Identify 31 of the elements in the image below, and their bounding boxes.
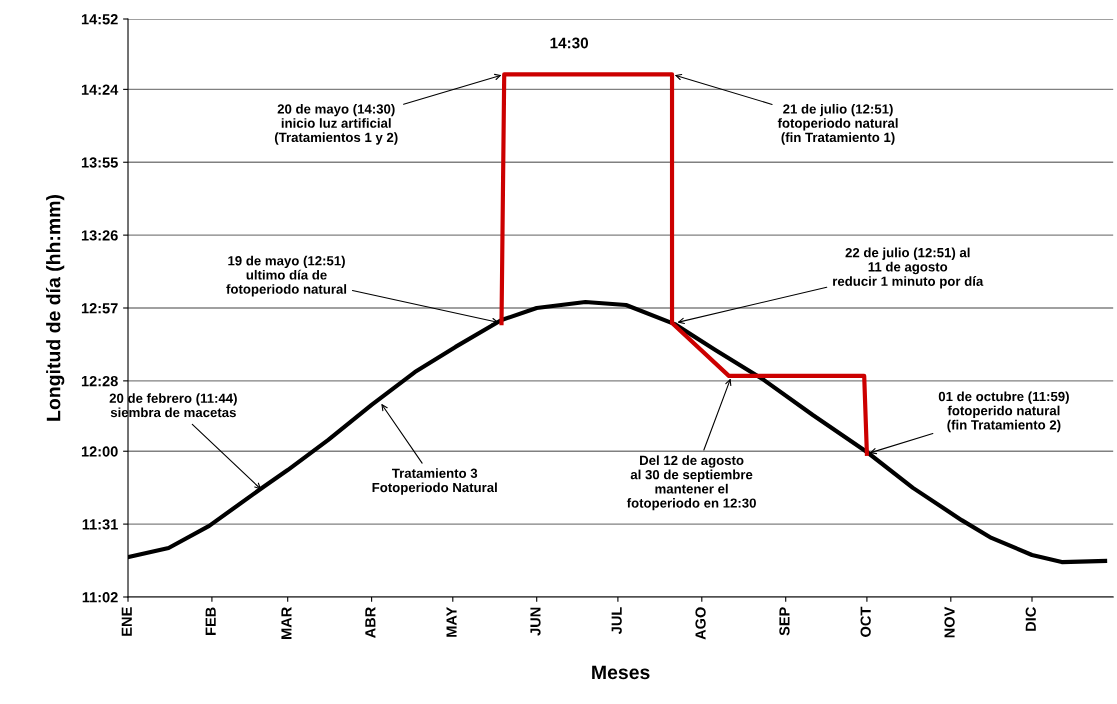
y-tick-label: 13:55 (81, 157, 118, 168)
annotation: 21 de julio (12:51) fotoperiodo natural (fin Tratamiento 1) (777, 103, 898, 145)
annotation: Tratamiento 3 Fotoperiodo Natural (372, 468, 497, 495)
y-tick-label: 11:02 (82, 592, 118, 603)
x-tick-label: AGO (695, 607, 706, 640)
annotation: 20 de mayo (14:30) inicio luz artificial (Tratamientos 1 y 2) (274, 103, 398, 145)
annotation: 14:30 (550, 37, 589, 49)
y-tick-label: 11:31 (82, 519, 118, 530)
x-tick-label: DIC (1025, 607, 1036, 631)
annotation: 19 de mayo (12:51) ultimo día de fotoperiodo natural (226, 255, 347, 297)
x-tick-label: OCT (860, 606, 871, 637)
y-tick-label: 14:52 (81, 14, 118, 25)
x-tick-label: NOV (944, 606, 955, 638)
annotation: Del 12 de agosto al 30 de septiembre mantener el fotoperiodo en 12:30 (626, 455, 756, 511)
x-tick-label: JUN (530, 607, 541, 636)
x-tick-label: MAR (281, 607, 292, 639)
x-tick-label: ABR (365, 607, 376, 638)
y-tick-label: 12:28 (81, 375, 118, 387)
y-tick-label: 14:24 (81, 84, 119, 95)
y-axis-title: Longitud de día (hh:mm) (45, 195, 65, 421)
x-tick-label: JUL (611, 607, 622, 635)
annotation: 01 de octubre (11:59) fotoperido natural (fin Tratamiento 2) (938, 391, 1069, 433)
x-tick-label: MAY (446, 606, 457, 637)
annotation: 22 de julio (12:51) al 11 de agosto reducir 1 minuto por día (833, 247, 984, 289)
x-tick-label: SEP (779, 607, 790, 636)
y-tick-label: 13:26 (81, 230, 118, 241)
x-tick-label: ENE (121, 607, 132, 636)
x-tick-label: FEB (205, 607, 216, 635)
y-tick-label: 12:00 (81, 446, 118, 457)
y-tick-label: 12:57 (81, 303, 118, 314)
x-axis-title: Meses (592, 665, 650, 680)
